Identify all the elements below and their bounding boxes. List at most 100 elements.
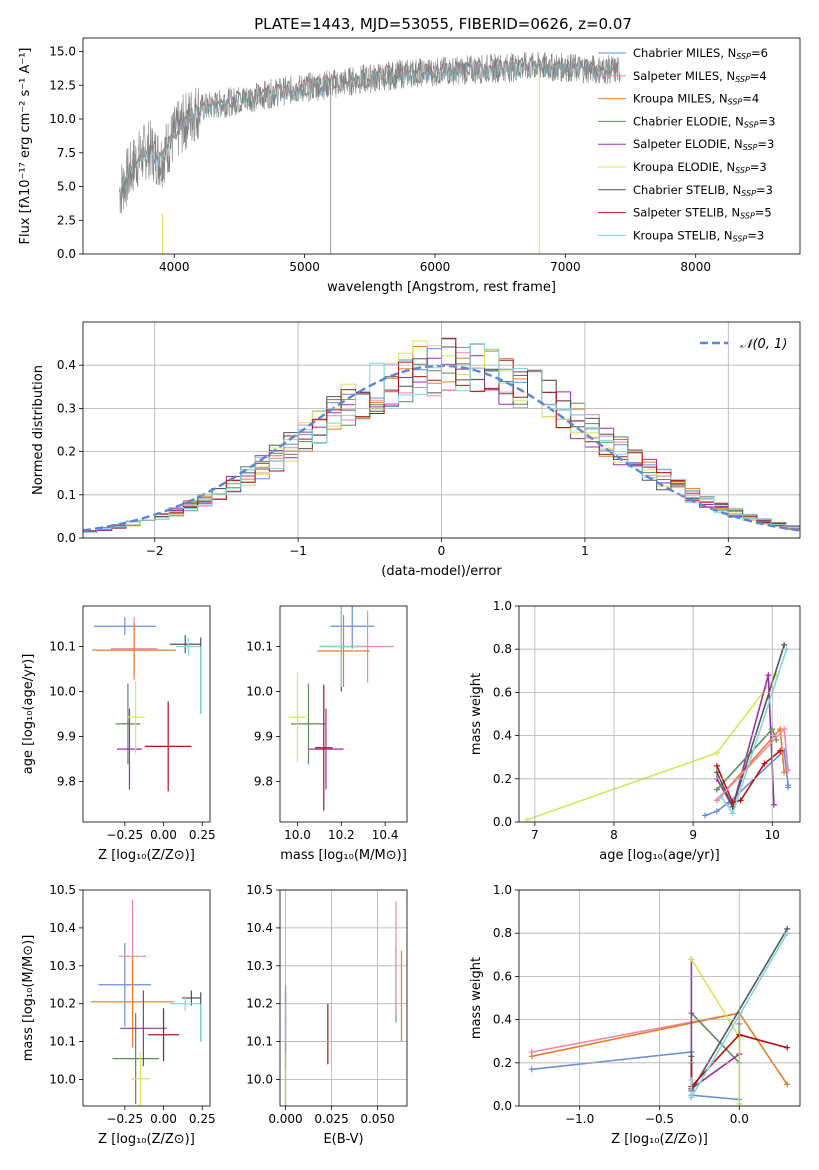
legend-label: Kroupa MILES, NSSP=4 bbox=[633, 92, 759, 107]
legend-count: =6 bbox=[751, 46, 768, 60]
y-tick-label: 0.0 bbox=[57, 531, 76, 545]
y-tick-label: 10.0 bbox=[246, 685, 273, 699]
y-tick-label: 7.5 bbox=[57, 146, 76, 160]
y-tick-label: 0.4 bbox=[493, 1013, 512, 1027]
legend-count: =3 bbox=[759, 114, 776, 128]
series-marker bbox=[713, 797, 720, 804]
x-tick-label: −0.25 bbox=[106, 1112, 143, 1126]
y-tick-label: 0.6 bbox=[493, 685, 512, 699]
legend-count: =3 bbox=[757, 137, 774, 151]
chart-mw_vs_Z: −1.0 −0.5 0.0 0.0 0.2 0.4 0.6 0.8 1.0 Z [log₁₀(Z/… bbox=[469, 883, 801, 1147]
series-marker bbox=[729, 799, 736, 806]
axes-frame bbox=[279, 889, 408, 1107]
series-marker bbox=[713, 762, 720, 769]
chart-mw_vs_age: 7 8 9 10 0.0 0.2 0.4 0.6 0.8 1.0 age [log₁₀(age/yr… bbox=[469, 599, 801, 863]
y-axis-label: mass weight bbox=[469, 673, 484, 755]
chart-spectrum: 4000 5000 6000 7000 8000 0.0 2.5 5.0 7.5 10.0 12.5… bbox=[18, 37, 801, 295]
x-tick-label: −0.25 bbox=[106, 828, 143, 842]
chart-mass_vs_Z: −0.25 0.00 0.25 10.0 10.1 10.2 10.3 10.4 10.5 Z [… bbox=[21, 883, 216, 1147]
series-marker bbox=[781, 769, 788, 776]
x-tick-label: 10.4 bbox=[372, 828, 399, 842]
axes-frame bbox=[518, 605, 801, 823]
series-marker bbox=[528, 1053, 535, 1060]
legend-label: Kroupa ELODIE, NSSP=3 bbox=[633, 160, 767, 175]
series-marker bbox=[765, 672, 772, 679]
y-tick-label: 0.6 bbox=[493, 969, 512, 983]
series-marker bbox=[785, 784, 792, 791]
y-tick-label: 2.5 bbox=[57, 213, 76, 227]
x-tick-label: 0 bbox=[438, 544, 446, 558]
legend-subscript: SSP bbox=[736, 52, 751, 61]
chart-residuals: −2 −1 0 1 2 0.0 0.1 0.2 0.3 0.4 (data-model)/error… bbox=[31, 321, 801, 579]
plot-area bbox=[288, 606, 394, 811]
axes-frame bbox=[82, 37, 801, 255]
y-tick-label: 0.4 bbox=[493, 729, 512, 743]
x-tick-label: 1 bbox=[581, 544, 589, 558]
series-marker bbox=[770, 801, 777, 808]
y-tick-label: 0.0 bbox=[57, 247, 76, 261]
y-tick-label: 10.3 bbox=[246, 959, 273, 973]
y-tick-label: 9.8 bbox=[254, 775, 273, 789]
axes-frame bbox=[279, 605, 408, 823]
y-tick-label: 12.5 bbox=[49, 78, 76, 92]
x-tick-label: 5000 bbox=[289, 260, 320, 274]
y-tick-label: 10.4 bbox=[49, 921, 76, 935]
x-axis-label: (data-model)/error bbox=[381, 564, 502, 579]
x-tick-label: −1 bbox=[289, 544, 307, 558]
legend-subscript: SSP bbox=[743, 143, 758, 152]
x-tick-label: 10.0 bbox=[284, 828, 311, 842]
x-tick-label: 0.00 bbox=[150, 828, 177, 842]
plot-area bbox=[90, 899, 202, 1106]
series-marker bbox=[713, 808, 720, 815]
x-tick-label: 0.00 bbox=[150, 1112, 177, 1126]
y-axis-label: Normed distribution bbox=[31, 365, 46, 495]
x-tick-label: 6000 bbox=[420, 260, 451, 274]
y-tick-label: 0.2 bbox=[57, 445, 76, 459]
series-marker bbox=[784, 1081, 791, 1088]
series-line bbox=[690, 1033, 788, 1089]
axes-frame bbox=[518, 889, 801, 1107]
legend-count: =3 bbox=[756, 183, 773, 197]
y-tick-label: 10.1 bbox=[49, 1035, 76, 1049]
legend-subscript: SSP bbox=[733, 234, 748, 243]
legend-label: Chabrier STELIB, NSSP=3 bbox=[633, 183, 773, 198]
x-tick-label: 0.025 bbox=[314, 1112, 348, 1126]
y-tick-label: 9.9 bbox=[254, 730, 273, 744]
series-marker bbox=[688, 956, 695, 963]
series-marker bbox=[713, 749, 720, 756]
x-tick-label: 2 bbox=[724, 544, 732, 558]
y-tick-label: 1.0 bbox=[493, 599, 512, 613]
axes-frame bbox=[82, 889, 211, 1107]
y-tick-label: 0.0 bbox=[493, 1099, 512, 1113]
x-axis-label: age [log₁₀(age/yr)] bbox=[599, 848, 720, 863]
legend-subscript: SSP bbox=[740, 212, 755, 221]
model-line bbox=[121, 57, 618, 191]
y-tick-label: 10.5 bbox=[49, 883, 76, 897]
legend: Chabrier MILES, NSSP=6 Salpeter MILES, NS… bbox=[598, 46, 775, 243]
y-tick-label: 10.5 bbox=[246, 883, 273, 897]
x-tick-label: 7 bbox=[531, 828, 539, 842]
x-axis-label: Z [log₁₀(Z/Z⊙)] bbox=[98, 848, 195, 863]
series-marker bbox=[713, 786, 720, 793]
x-tick-label: 10.2 bbox=[328, 828, 355, 842]
series-marker bbox=[785, 767, 792, 774]
y-tick-label: 10.0 bbox=[49, 685, 76, 699]
series-marker bbox=[729, 810, 736, 817]
legend-label: Salpeter MILES, NSSP=4 bbox=[633, 69, 767, 84]
y-tick-label: 1.0 bbox=[493, 883, 512, 897]
series-marker bbox=[688, 1053, 695, 1060]
legend-label: 𝒩(0, 1) bbox=[740, 337, 787, 352]
series-line bbox=[690, 958, 741, 1104]
series-marker bbox=[737, 797, 744, 804]
x-tick-label: 0.25 bbox=[189, 828, 216, 842]
x-tick-label: 4000 bbox=[159, 260, 190, 274]
x-tick-label: 10 bbox=[765, 828, 780, 842]
x-tick-label: 9 bbox=[689, 828, 697, 842]
legend-label: Chabrier MILES, NSSP=6 bbox=[633, 46, 768, 61]
chart-age_vs_mass: 10.0 10.2 10.4 9.8 9.9 10.0 10.1 mass [log₁₀(M/… bbox=[246, 605, 408, 863]
legend-count: =4 bbox=[750, 69, 767, 83]
legend-subscript: SSP bbox=[728, 98, 743, 107]
series-marker bbox=[528, 1066, 535, 1073]
y-tick-label: 5.0 bbox=[57, 180, 76, 194]
